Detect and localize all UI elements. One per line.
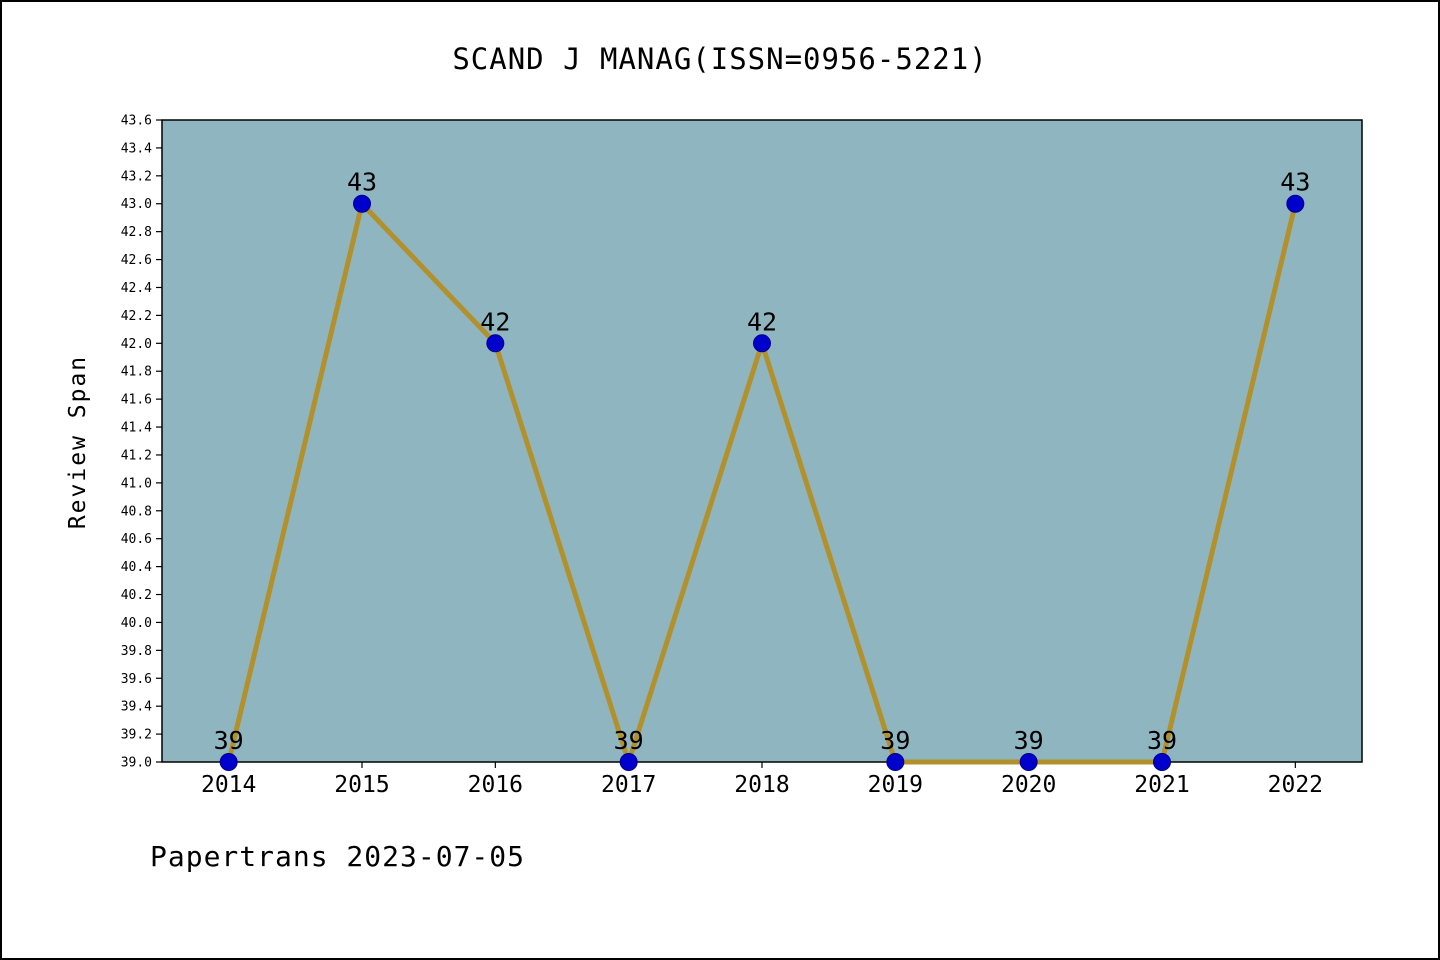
y-tick-label: 40.2 <box>121 588 152 603</box>
y-tick-label: 41.6 <box>121 393 152 408</box>
y-tick-label: 40.8 <box>121 504 152 519</box>
x-tick-label: 2022 <box>1268 772 1323 798</box>
y-tick-label: 40.4 <box>121 560 152 575</box>
y-tick-label: 43.0 <box>121 197 152 212</box>
data-point-label: 42 <box>480 307 510 336</box>
data-point-label: 39 <box>880 726 910 755</box>
data-point-label: 39 <box>1014 726 1044 755</box>
y-tick-label: 41.8 <box>121 365 152 380</box>
y-tick-label: 41.2 <box>121 448 152 463</box>
footer-watermark: Papertrans 2023-07-05 <box>150 840 526 873</box>
x-tick-label: 2021 <box>1134 772 1189 798</box>
y-tick-label: 39.2 <box>121 728 152 743</box>
y-tick-label: 39.4 <box>121 700 152 715</box>
data-point-label: 43 <box>347 168 377 197</box>
data-point-label: 39 <box>1147 726 1177 755</box>
x-tick-label: 2014 <box>201 772 256 798</box>
data-point-marker <box>219 753 238 771</box>
data-point-marker <box>886 753 905 771</box>
data-point-label: 42 <box>747 307 777 336</box>
x-tick-label: 2017 <box>601 772 656 798</box>
y-tick-label: 40.0 <box>121 616 152 631</box>
data-point-label: 43 <box>1280 168 1310 197</box>
data-point-marker <box>753 334 771 353</box>
y-tick-label: 42.4 <box>121 281 152 296</box>
data-point-marker <box>1019 753 1038 771</box>
y-tick-label: 43.2 <box>121 169 152 184</box>
y-tick-label: 43.6 <box>121 114 152 129</box>
x-tick-label: 2019 <box>868 772 923 798</box>
data-point-marker <box>1153 753 1171 771</box>
y-tick-label: 39.0 <box>121 756 152 771</box>
x-tick-label: 2016 <box>468 772 523 798</box>
y-tick-label: 41.0 <box>121 476 152 491</box>
y-tick-label: 40.6 <box>121 532 152 547</box>
y-tick-label: 39.6 <box>121 672 152 687</box>
y-tick-label: 41.4 <box>121 421 152 436</box>
x-tick-label: 2018 <box>734 772 789 798</box>
data-point-marker <box>619 753 638 771</box>
data-point-marker <box>1286 194 1305 213</box>
plot-background <box>161 119 1363 763</box>
y-tick-label: 43.4 <box>121 141 152 156</box>
y-tick-label: 39.8 <box>121 644 152 659</box>
chart-title: SCAND J MANAG(ISSN=0956-5221) <box>452 42 988 76</box>
y-tick-label: 42.0 <box>121 337 152 352</box>
data-point-marker <box>353 194 371 213</box>
data-point-label: 39 <box>614 726 644 755</box>
y-tick-label: 42.8 <box>121 225 152 240</box>
data-point-label: 39 <box>214 726 244 755</box>
x-tick-label: 2020 <box>1001 772 1056 798</box>
y-tick-label: 42.2 <box>121 309 152 324</box>
x-tick-label: 2015 <box>334 772 389 798</box>
y-tick-label: 42.6 <box>121 253 152 268</box>
data-point-marker <box>486 334 505 353</box>
